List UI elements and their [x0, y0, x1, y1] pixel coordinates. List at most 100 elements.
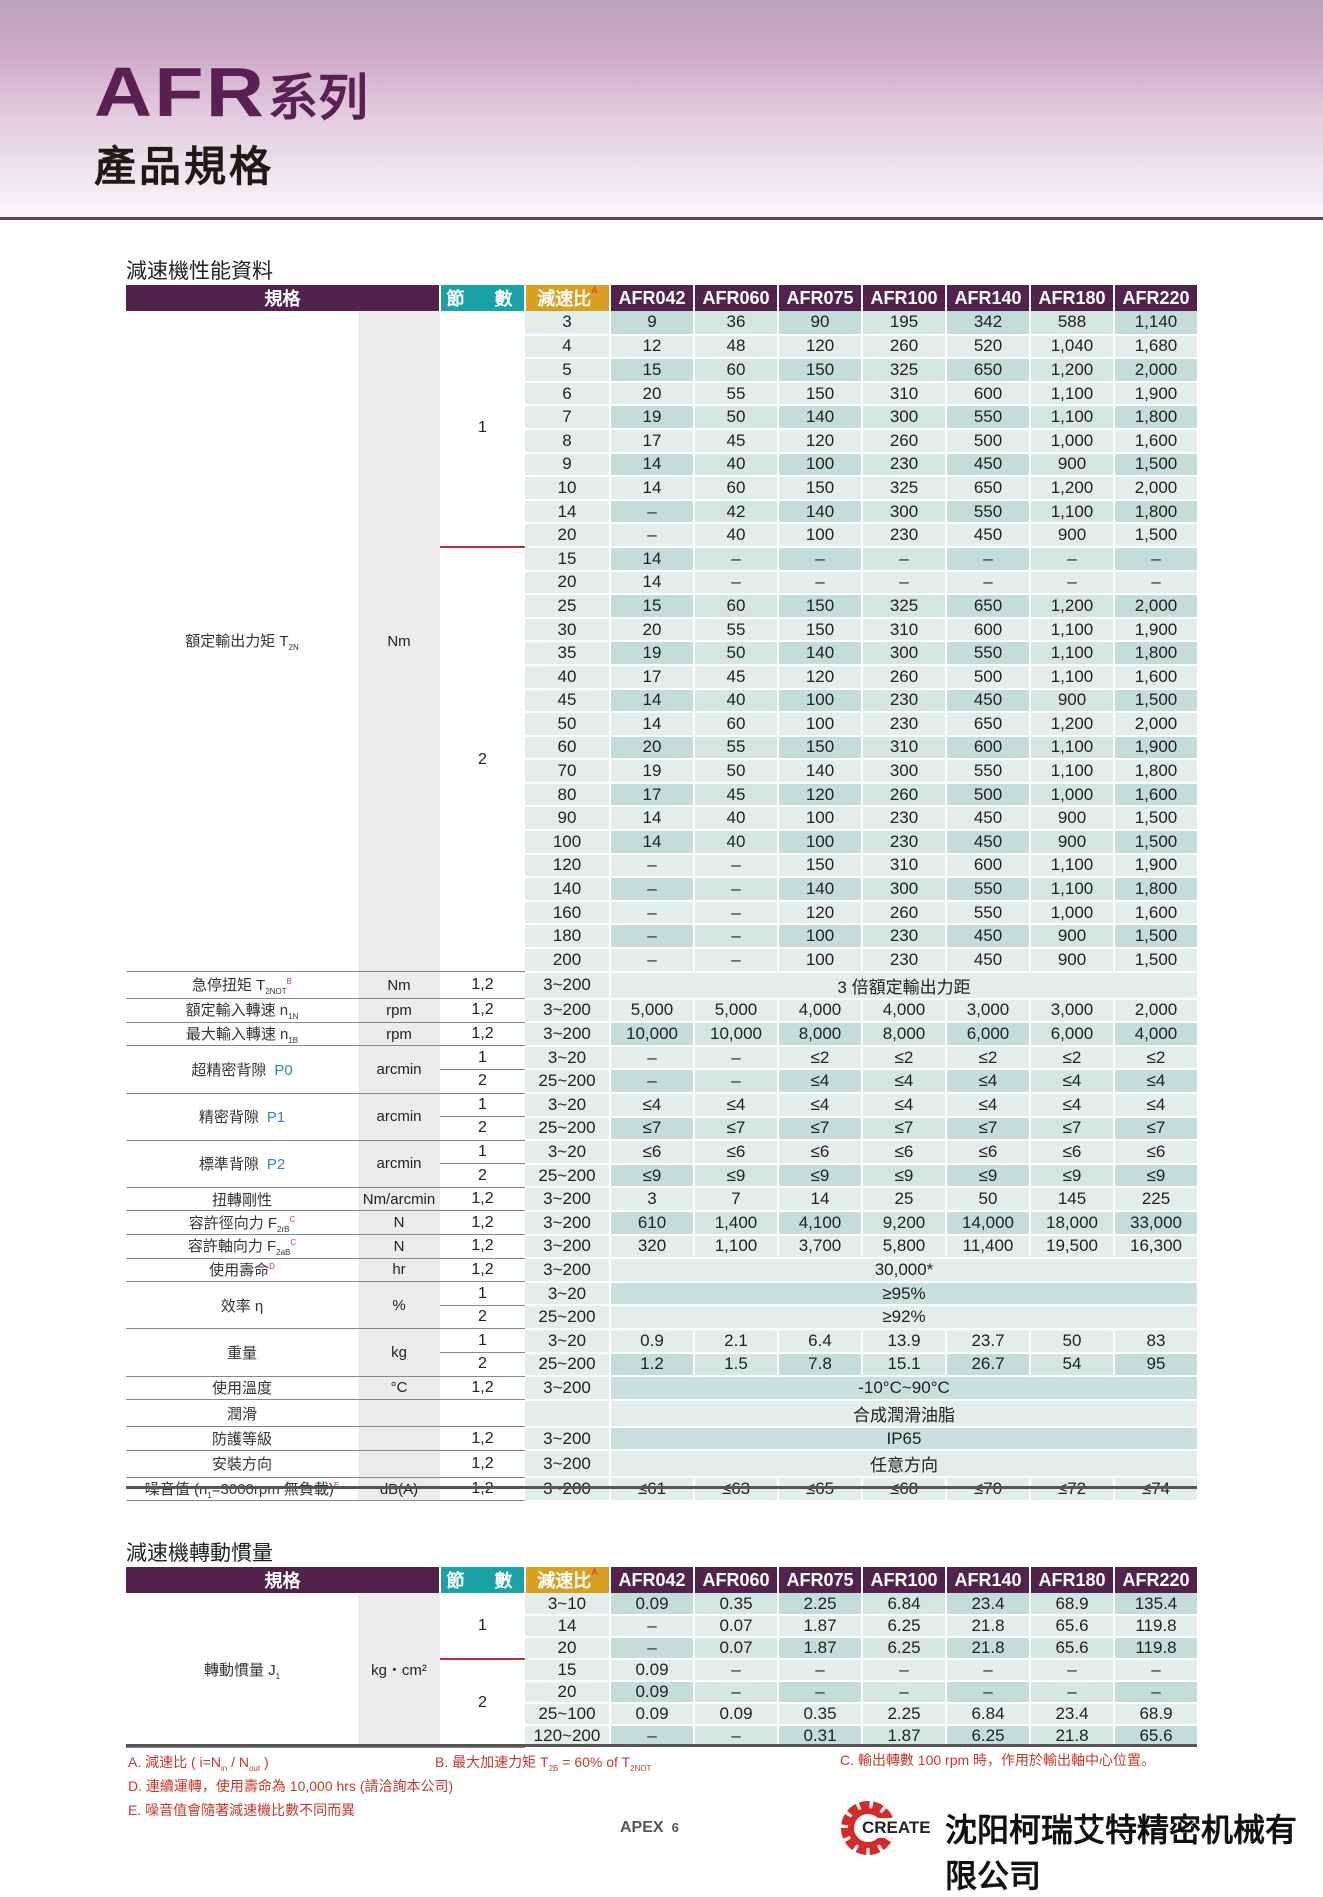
backlash-grade: P1: [266, 1109, 286, 1127]
label-subscript: 2aB: [276, 1248, 291, 1258]
value-cell: 14: [610, 712, 695, 737]
value-cell: 1,600: [1114, 782, 1199, 808]
value-cell: 150: [778, 358, 863, 383]
table-row: 2 25~200– – ≤4 ≤4 ≤4 ≤4 ≤4: [126, 1069, 1199, 1094]
ratio-label: 減速比: [537, 289, 592, 309]
value-cell: 500: [946, 428, 1031, 454]
value-cell: 1,800: [1114, 759, 1199, 784]
value-cell: 650: [946, 594, 1031, 619]
value-cell: 54: [1030, 1352, 1115, 1378]
value-cell: 230: [862, 806, 947, 832]
header-row: 規格節 數減速比A AFR042 AFR060 AFR075 AFR100 AFR140 A…: [126, 285, 1199, 311]
value-cell: –: [610, 853, 695, 879]
value-cell: 550: [946, 759, 1031, 784]
table-row: 200– –100 230 450 900 1,500: [126, 948, 1199, 973]
value-cell: 17: [610, 664, 695, 690]
value-cell: –: [610, 1045, 695, 1071]
ratio-cell: 25~200: [525, 1069, 611, 1094]
value-cell: –: [610, 948, 695, 973]
stage-cell: 1: [440, 1140, 525, 1165]
value-cell: 300: [862, 499, 947, 525]
ratio-cell: 5: [525, 358, 611, 383]
label-text: 使用溫度: [211, 1380, 272, 1398]
value-cell: 100: [778, 924, 863, 950]
value-cell: 0.09: [694, 1703, 779, 1726]
value-cell: 450: [946, 806, 1031, 832]
spec-label: 扭轉剛性: [126, 1187, 358, 1212]
value-cell: 140: [778, 877, 863, 902]
stage-cell: 2: [440, 1116, 525, 1141]
ratio-cell: 15: [525, 545, 611, 572]
brand-name: APEX: [620, 1819, 664, 1836]
ratio-cell: 3~200: [525, 1234, 611, 1260]
value-cell: 60: [694, 594, 779, 619]
value-cell: –: [694, 570, 779, 596]
value-cell: 1.87: [778, 1615, 863, 1638]
value-cell: 135.4: [1114, 1593, 1199, 1616]
footnote-e: E. 噪音值會隨著減速機比數不同而異: [128, 1802, 356, 1818]
performance-title: 減速機性能資料: [126, 259, 273, 283]
value-cell: –: [862, 545, 947, 572]
ratio-cell: 7: [525, 405, 611, 430]
unit-cell: Nm/arcmin: [358, 1187, 440, 1212]
value-cell: 1,200: [1030, 358, 1115, 383]
value-cell: 8,000: [862, 1022, 947, 1047]
value-cell: 2,000: [1114, 594, 1199, 619]
table-row: 容許軸向力 F2aBC N 1,2 3~200 320 1,100 3,700 5,800 11…: [126, 1234, 1199, 1260]
label-text: 扭轉剛性: [211, 1191, 272, 1209]
value-cell: –: [610, 1725, 695, 1748]
value-cell: –: [610, 900, 695, 926]
value-cell: 40: [694, 452, 779, 478]
unit-cell: kg: [358, 1328, 440, 1377]
unit-cell: [358, 1450, 440, 1478]
value-cell: 600: [946, 617, 1031, 643]
table-row: 精密背隙 P1 arcmin 1 3~20 ≤4 ≤4 ≤4 ≤4 ≤4 ≤4 ≤4: [126, 1093, 1199, 1141]
footnote-marker: D: [269, 1262, 275, 1272]
value-cell: 5,800: [862, 1234, 947, 1260]
spec-label: 使用壽命D: [126, 1258, 358, 1283]
label-text: 容許徑向力 F: [188, 1214, 278, 1232]
value-cell: 60: [694, 712, 779, 737]
table-row: 80 17 45 120 260 500 1,000 1,600: [126, 782, 1199, 808]
unit-cell: %: [358, 1281, 440, 1330]
value-cell: 15: [610, 358, 695, 383]
label-text: 潤滑: [226, 1405, 257, 1423]
value-cell: ≤74: [1114, 1477, 1199, 1502]
value-cell: –: [610, 523, 695, 548]
value-cell: 9: [610, 311, 695, 336]
stage-cell: 1: [440, 311, 525, 548]
value-cell: 1,500: [1114, 688, 1199, 714]
value-cell: –: [694, 1045, 779, 1071]
stage-cell: 1: [440, 1593, 525, 1660]
table-row: 2 25~200 ≤9 ≤9 ≤9 ≤9 ≤9 ≤9 ≤9: [126, 1163, 1199, 1189]
ratio-cell: 9: [525, 452, 611, 478]
value-cell: 550: [946, 405, 1031, 430]
value-cell: ≤7: [946, 1116, 1031, 1142]
footnote-marker: A: [591, 285, 598, 295]
value-cell: ≤4: [946, 1069, 1031, 1094]
value-cell: 3,000: [1030, 998, 1115, 1024]
value-cell: 500: [946, 782, 1031, 808]
label-text: 額定輸入轉速 n: [185, 1002, 289, 1020]
value-cell: 60: [694, 358, 779, 383]
footnote-marker: C: [290, 1238, 297, 1248]
ratio-cell: 3: [525, 311, 611, 336]
value-cell: –: [778, 545, 863, 572]
value-cell: 610: [610, 1210, 695, 1236]
ratio-cell: 200: [525, 948, 611, 973]
value-cell: 1,500: [1114, 806, 1199, 832]
value-cell: 0.07: [694, 1615, 779, 1638]
value-cell: 230: [862, 948, 947, 973]
value-cell: –: [1030, 570, 1115, 596]
value-cell: 550: [946, 900, 1031, 926]
value-cell: 10,000: [610, 1022, 695, 1047]
value-cell: –: [694, 853, 779, 879]
ratio-cell: 40: [525, 664, 611, 690]
table-row: 10 14 60 150 325 650 1,200 2,000: [126, 476, 1199, 501]
value-cell: 230: [862, 523, 947, 548]
ratio-cell: 25~100: [525, 1703, 611, 1726]
value-cell: 1,800: [1114, 405, 1199, 430]
ratio-cell: 140: [525, 877, 611, 902]
value-cell: 2,000: [1114, 712, 1199, 737]
label-text: 標準背隙: [198, 1156, 259, 1174]
